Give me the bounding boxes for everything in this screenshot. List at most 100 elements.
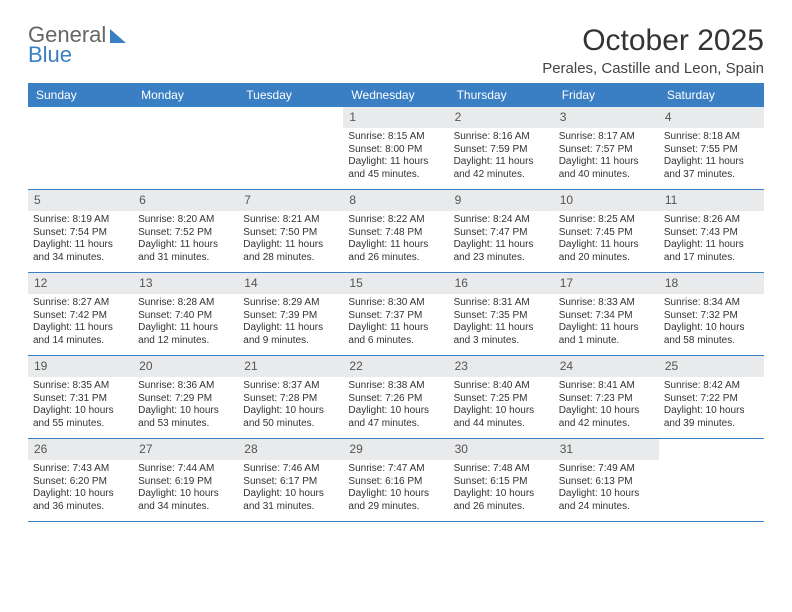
day-number: 2 bbox=[449, 107, 554, 128]
sunrise-text: Sunrise: 8:29 AM bbox=[243, 297, 338, 310]
sunrise-text: Sunrise: 8:31 AM bbox=[454, 297, 549, 310]
day-body: Sunrise: 8:37 AMSunset: 7:28 PMDaylight:… bbox=[238, 377, 343, 435]
day-body: Sunrise: 8:31 AMSunset: 7:35 PMDaylight:… bbox=[449, 294, 554, 352]
day-body: Sunrise: 8:16 AMSunset: 7:59 PMDaylight:… bbox=[449, 128, 554, 186]
day-cell: 31Sunrise: 7:49 AMSunset: 6:13 PMDayligh… bbox=[554, 439, 659, 521]
day-body: Sunrise: 8:27 AMSunset: 7:42 PMDaylight:… bbox=[28, 294, 133, 352]
sunset-text: Sunset: 7:32 PM bbox=[664, 310, 759, 323]
daylight-text: Daylight: 11 hours and 26 minutes. bbox=[348, 239, 443, 264]
day-cell: 19Sunrise: 8:35 AMSunset: 7:31 PMDayligh… bbox=[28, 356, 133, 438]
daylight-text: Daylight: 10 hours and 58 minutes. bbox=[664, 322, 759, 347]
page: General Blue October 2025 Perales, Casti… bbox=[0, 0, 792, 538]
sunset-text: Sunset: 7:45 PM bbox=[559, 227, 654, 240]
day-body: Sunrise: 8:34 AMSunset: 7:32 PMDaylight:… bbox=[659, 294, 764, 352]
day-cell: 12Sunrise: 8:27 AMSunset: 7:42 PMDayligh… bbox=[28, 273, 133, 355]
day-body: Sunrise: 8:18 AMSunset: 7:55 PMDaylight:… bbox=[659, 128, 764, 186]
sunset-text: Sunset: 7:25 PM bbox=[454, 393, 549, 406]
sunset-text: Sunset: 7:59 PM bbox=[454, 144, 549, 157]
sunset-text: Sunset: 6:19 PM bbox=[138, 476, 233, 489]
day-header: Monday bbox=[133, 83, 238, 107]
weeks-container: 1Sunrise: 8:15 AMSunset: 8:00 PMDaylight… bbox=[28, 107, 764, 522]
sunset-text: Sunset: 7:55 PM bbox=[664, 144, 759, 157]
day-cell: 17Sunrise: 8:33 AMSunset: 7:34 PMDayligh… bbox=[554, 273, 659, 355]
day-cell: 2Sunrise: 8:16 AMSunset: 7:59 PMDaylight… bbox=[449, 107, 554, 189]
daylight-text: Daylight: 10 hours and 50 minutes. bbox=[243, 405, 338, 430]
header: General Blue October 2025 Perales, Casti… bbox=[28, 24, 764, 77]
sunset-text: Sunset: 7:23 PM bbox=[559, 393, 654, 406]
day-cell bbox=[659, 439, 764, 521]
sunset-text: Sunset: 7:47 PM bbox=[454, 227, 549, 240]
daylight-text: Daylight: 11 hours and 42 minutes. bbox=[454, 156, 549, 181]
daylight-text: Daylight: 11 hours and 9 minutes. bbox=[243, 322, 338, 347]
day-body: Sunrise: 8:41 AMSunset: 7:23 PMDaylight:… bbox=[554, 377, 659, 435]
sunset-text: Sunset: 7:26 PM bbox=[348, 393, 443, 406]
daylight-text: Daylight: 10 hours and 36 minutes. bbox=[33, 488, 128, 513]
sunset-text: Sunset: 6:13 PM bbox=[559, 476, 654, 489]
day-body: Sunrise: 8:42 AMSunset: 7:22 PMDaylight:… bbox=[659, 377, 764, 435]
sunrise-text: Sunrise: 7:46 AM bbox=[243, 463, 338, 476]
daylight-text: Daylight: 11 hours and 37 minutes. bbox=[664, 156, 759, 181]
sunrise-text: Sunrise: 8:17 AM bbox=[559, 131, 654, 144]
day-body: Sunrise: 8:22 AMSunset: 7:48 PMDaylight:… bbox=[343, 211, 448, 269]
sunrise-text: Sunrise: 8:20 AM bbox=[138, 214, 233, 227]
week-row: 26Sunrise: 7:43 AMSunset: 6:20 PMDayligh… bbox=[28, 439, 764, 522]
logo: General Blue bbox=[28, 24, 126, 66]
sunset-text: Sunset: 7:40 PM bbox=[138, 310, 233, 323]
sunset-text: Sunset: 7:28 PM bbox=[243, 393, 338, 406]
day-number: 4 bbox=[659, 107, 764, 128]
day-number: 28 bbox=[238, 439, 343, 460]
day-number: 21 bbox=[238, 356, 343, 377]
day-cell: 6Sunrise: 8:20 AMSunset: 7:52 PMDaylight… bbox=[133, 190, 238, 272]
daylight-text: Daylight: 11 hours and 31 minutes. bbox=[138, 239, 233, 264]
day-cell: 22Sunrise: 8:38 AMSunset: 7:26 PMDayligh… bbox=[343, 356, 448, 438]
sunrise-text: Sunrise: 8:40 AM bbox=[454, 380, 549, 393]
daylight-text: Daylight: 11 hours and 34 minutes. bbox=[33, 239, 128, 264]
sunset-text: Sunset: 7:43 PM bbox=[664, 227, 759, 240]
day-cell: 3Sunrise: 8:17 AMSunset: 7:57 PMDaylight… bbox=[554, 107, 659, 189]
day-cell: 27Sunrise: 7:44 AMSunset: 6:19 PMDayligh… bbox=[133, 439, 238, 521]
daylight-text: Daylight: 11 hours and 1 minute. bbox=[559, 322, 654, 347]
day-cell: 15Sunrise: 8:30 AMSunset: 7:37 PMDayligh… bbox=[343, 273, 448, 355]
day-number: 29 bbox=[343, 439, 448, 460]
day-header: Saturday bbox=[659, 83, 764, 107]
sunrise-text: Sunrise: 8:37 AM bbox=[243, 380, 338, 393]
logo-line2: Blue bbox=[28, 44, 126, 66]
daylight-text: Daylight: 11 hours and 17 minutes. bbox=[664, 239, 759, 264]
sunrise-text: Sunrise: 8:42 AM bbox=[664, 380, 759, 393]
day-cell: 23Sunrise: 8:40 AMSunset: 7:25 PMDayligh… bbox=[449, 356, 554, 438]
sunset-text: Sunset: 7:54 PM bbox=[33, 227, 128, 240]
day-number: 1 bbox=[343, 107, 448, 128]
sunrise-text: Sunrise: 8:36 AM bbox=[138, 380, 233, 393]
daylight-text: Daylight: 11 hours and 3 minutes. bbox=[454, 322, 549, 347]
sunrise-text: Sunrise: 7:48 AM bbox=[454, 463, 549, 476]
day-cell: 26Sunrise: 7:43 AMSunset: 6:20 PMDayligh… bbox=[28, 439, 133, 521]
day-number: 7 bbox=[238, 190, 343, 211]
day-body: Sunrise: 8:28 AMSunset: 7:40 PMDaylight:… bbox=[133, 294, 238, 352]
logo-triangle-icon bbox=[110, 29, 126, 43]
day-number: 9 bbox=[449, 190, 554, 211]
day-cell: 16Sunrise: 8:31 AMSunset: 7:35 PMDayligh… bbox=[449, 273, 554, 355]
sunset-text: Sunset: 7:48 PM bbox=[348, 227, 443, 240]
day-number: 15 bbox=[343, 273, 448, 294]
daylight-text: Daylight: 10 hours and 44 minutes. bbox=[454, 405, 549, 430]
sunrise-text: Sunrise: 8:21 AM bbox=[243, 214, 338, 227]
daylight-text: Daylight: 10 hours and 31 minutes. bbox=[243, 488, 338, 513]
sunrise-text: Sunrise: 8:35 AM bbox=[33, 380, 128, 393]
daylight-text: Daylight: 10 hours and 24 minutes. bbox=[559, 488, 654, 513]
day-cell bbox=[133, 107, 238, 189]
sunset-text: Sunset: 7:29 PM bbox=[138, 393, 233, 406]
day-number: 24 bbox=[554, 356, 659, 377]
daylight-text: Daylight: 11 hours and 45 minutes. bbox=[348, 156, 443, 181]
day-number: 16 bbox=[449, 273, 554, 294]
sunrise-text: Sunrise: 8:26 AM bbox=[664, 214, 759, 227]
daylight-text: Daylight: 11 hours and 14 minutes. bbox=[33, 322, 128, 347]
day-body: Sunrise: 7:47 AMSunset: 6:16 PMDaylight:… bbox=[343, 460, 448, 518]
sunset-text: Sunset: 7:39 PM bbox=[243, 310, 338, 323]
daylight-text: Daylight: 10 hours and 26 minutes. bbox=[454, 488, 549, 513]
day-number: 27 bbox=[133, 439, 238, 460]
day-header: Wednesday bbox=[343, 83, 448, 107]
day-header: Tuesday bbox=[238, 83, 343, 107]
sunset-text: Sunset: 7:42 PM bbox=[33, 310, 128, 323]
sunset-text: Sunset: 6:16 PM bbox=[348, 476, 443, 489]
day-number: 12 bbox=[28, 273, 133, 294]
